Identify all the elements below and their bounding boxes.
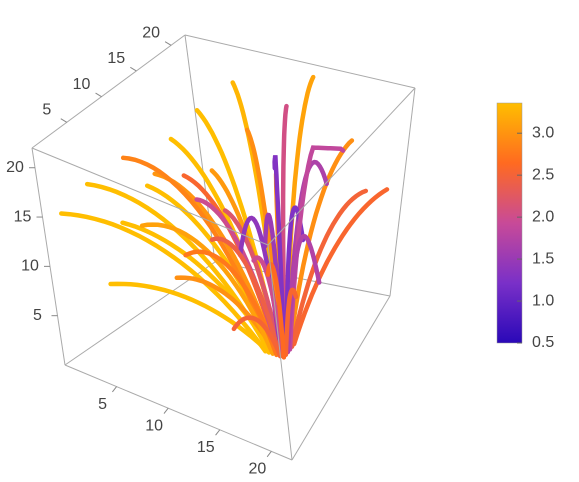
y-tick-label: 20 <box>142 24 160 41</box>
tick-mark <box>95 92 102 98</box>
tick-mark <box>60 118 68 123</box>
x-tick-label: 10 <box>145 417 163 434</box>
box-edge <box>267 244 293 461</box>
box-edge <box>31 147 66 366</box>
streamline <box>280 103 289 347</box>
x-tick-label: 5 <box>98 396 107 413</box>
streamline <box>209 236 281 355</box>
z-tick-label: 20 <box>6 159 24 176</box>
streamline <box>265 261 287 360</box>
streamline <box>272 155 287 354</box>
colorbar-tick-label: 1.5 <box>532 250 554 267</box>
y-tick-label: 15 <box>107 50 125 67</box>
streamline <box>291 187 390 347</box>
y-tick-label: 5 <box>42 102 51 119</box>
tick-mark <box>164 41 172 46</box>
colorbar-tick-label: 2.0 <box>532 208 554 225</box>
streamline <box>59 211 268 354</box>
x-tick-label: 15 <box>197 439 215 456</box>
box-edge <box>389 87 416 297</box>
z-tick-label: 10 <box>21 258 39 275</box>
z-tick-label: 5 <box>33 307 42 324</box>
colorbar-tick-label: 2.5 <box>532 166 554 183</box>
box-back <box>64 34 391 366</box>
box-edge <box>64 364 293 461</box>
box-edge <box>267 87 416 246</box>
streamline <box>231 315 283 359</box>
y-tick-label: 10 <box>73 76 91 93</box>
box-edge <box>184 34 416 89</box>
streamline <box>283 287 299 357</box>
streamline <box>288 138 355 346</box>
tick-mark <box>111 386 117 393</box>
streamline <box>289 188 369 349</box>
box-front <box>31 34 416 461</box>
x-tick-label: 20 <box>248 461 266 478</box>
tick-mark <box>266 451 272 458</box>
streamline <box>108 281 272 355</box>
labels: 5 10 15 20 5 10 15 20 5 10 15 20 <box>6 24 272 478</box>
box-edge <box>31 34 186 149</box>
tick-mark <box>215 429 221 436</box>
streamlines <box>59 74 390 360</box>
colorbar <box>496 102 523 344</box>
colorbar-tick-label: 0.5 <box>532 334 554 351</box>
colorbar-tick-label: 1.0 <box>532 292 554 309</box>
streamline <box>183 249 279 358</box>
box-edge <box>291 295 391 461</box>
streamline <box>222 208 282 349</box>
tick-mark <box>130 66 137 72</box>
z-tick-label: 15 <box>14 208 32 225</box>
tick-mark <box>163 407 169 414</box>
box-edge <box>31 147 269 246</box>
colorbar-tick-label: 3.0 <box>532 124 554 141</box>
